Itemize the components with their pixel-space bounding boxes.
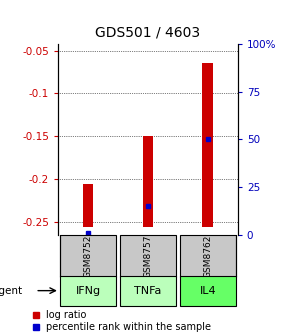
- Bar: [202, 64, 213, 227]
- Text: GSM8757: GSM8757: [143, 235, 153, 278]
- Text: IFNg: IFNg: [75, 286, 101, 296]
- Text: log ratio: log ratio: [46, 310, 87, 320]
- Text: percentile rank within the sample: percentile rank within the sample: [46, 322, 211, 332]
- Text: GSM8762: GSM8762: [203, 235, 212, 278]
- Title: GDS501 / 4603: GDS501 / 4603: [95, 26, 200, 40]
- Bar: [60, 235, 116, 277]
- Bar: [83, 184, 93, 227]
- Text: agent: agent: [0, 286, 22, 296]
- Bar: [120, 276, 176, 306]
- Text: TNFa: TNFa: [134, 286, 162, 296]
- Bar: [120, 235, 176, 277]
- Bar: [60, 276, 116, 306]
- Text: IL4: IL4: [200, 286, 216, 296]
- Bar: [142, 136, 153, 227]
- Text: GSM8752: GSM8752: [84, 235, 93, 278]
- Bar: [180, 276, 236, 306]
- Bar: [180, 235, 236, 277]
